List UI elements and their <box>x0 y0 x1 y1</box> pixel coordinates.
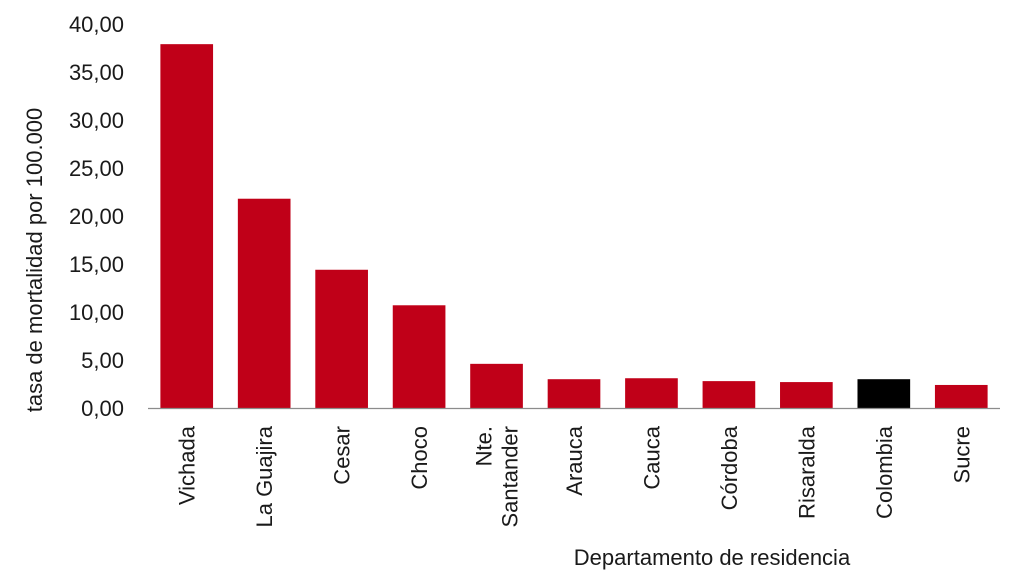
bar-series <box>160 44 988 408</box>
x-tick-label-line: Choco <box>407 426 432 490</box>
x-tick-label: Sucre <box>949 426 974 483</box>
bar <box>547 379 601 408</box>
x-tick-label: Vichada <box>175 425 200 505</box>
y-tick-label: 10,00 <box>69 300 124 325</box>
x-tick-label: Cauca <box>639 425 664 489</box>
x-axis-title: Departamento de residencia <box>574 545 851 570</box>
y-tick-label: 40,00 <box>69 12 124 37</box>
bar <box>392 305 446 408</box>
x-tick-label: Colombia <box>872 425 897 519</box>
y-tick-label: 15,00 <box>69 252 124 277</box>
x-tick-label: Córdoba <box>717 425 742 510</box>
bar <box>702 381 756 408</box>
bar <box>780 382 833 408</box>
x-tick-label: La Guajira <box>252 425 277 527</box>
x-axis-labels: Vichada La Guajira Cesar Choco Nte. Santander… <box>175 425 975 527</box>
x-tick-label: Risaralda <box>794 425 819 519</box>
x-tick-label-line: Cauca <box>639 425 664 489</box>
x-tick-label: Nte. Santander <box>472 426 523 528</box>
x-tick-label-line: Santander <box>498 426 523 528</box>
y-tick-label: 30,00 <box>69 108 124 133</box>
x-tick-label: Cesar <box>330 426 355 485</box>
bar <box>625 378 678 408</box>
bar <box>934 384 988 408</box>
bar <box>315 269 368 408</box>
x-tick-label-line: Cesar <box>330 426 355 485</box>
bar <box>237 198 291 408</box>
y-tick-label: 5,00 <box>81 348 124 373</box>
y-tick-label: 20,00 <box>69 204 124 229</box>
y-axis-title: tasa de mortalidad por 100.000 <box>22 108 47 413</box>
y-tick-label: 25,00 <box>69 156 124 181</box>
x-tick-label-line: Sucre <box>949 426 974 483</box>
x-tick-label-line: La Guajira <box>252 425 277 527</box>
x-tick-label-line: Nte. <box>472 426 497 466</box>
x-tick-label-line: Arauca <box>562 425 587 495</box>
x-tick-label-line: Colombia <box>872 425 897 519</box>
x-tick-label: Arauca <box>562 425 587 495</box>
x-tick-label-line: Córdoba <box>717 425 742 510</box>
x-tick-label: Choco <box>407 426 432 490</box>
x-tick-label-line: Risaralda <box>794 425 819 519</box>
bar <box>160 44 214 408</box>
y-tick-label: 0,00 <box>81 396 124 421</box>
y-tick-label: 35,00 <box>69 60 124 85</box>
bar <box>857 379 911 408</box>
x-tick-label-line: Vichada <box>175 425 200 505</box>
y-axis-ticks: 0,00 5,00 10,00 15,00 20,00 25,00 30,00 35,00 40… <box>69 12 124 421</box>
bar <box>470 363 523 408</box>
